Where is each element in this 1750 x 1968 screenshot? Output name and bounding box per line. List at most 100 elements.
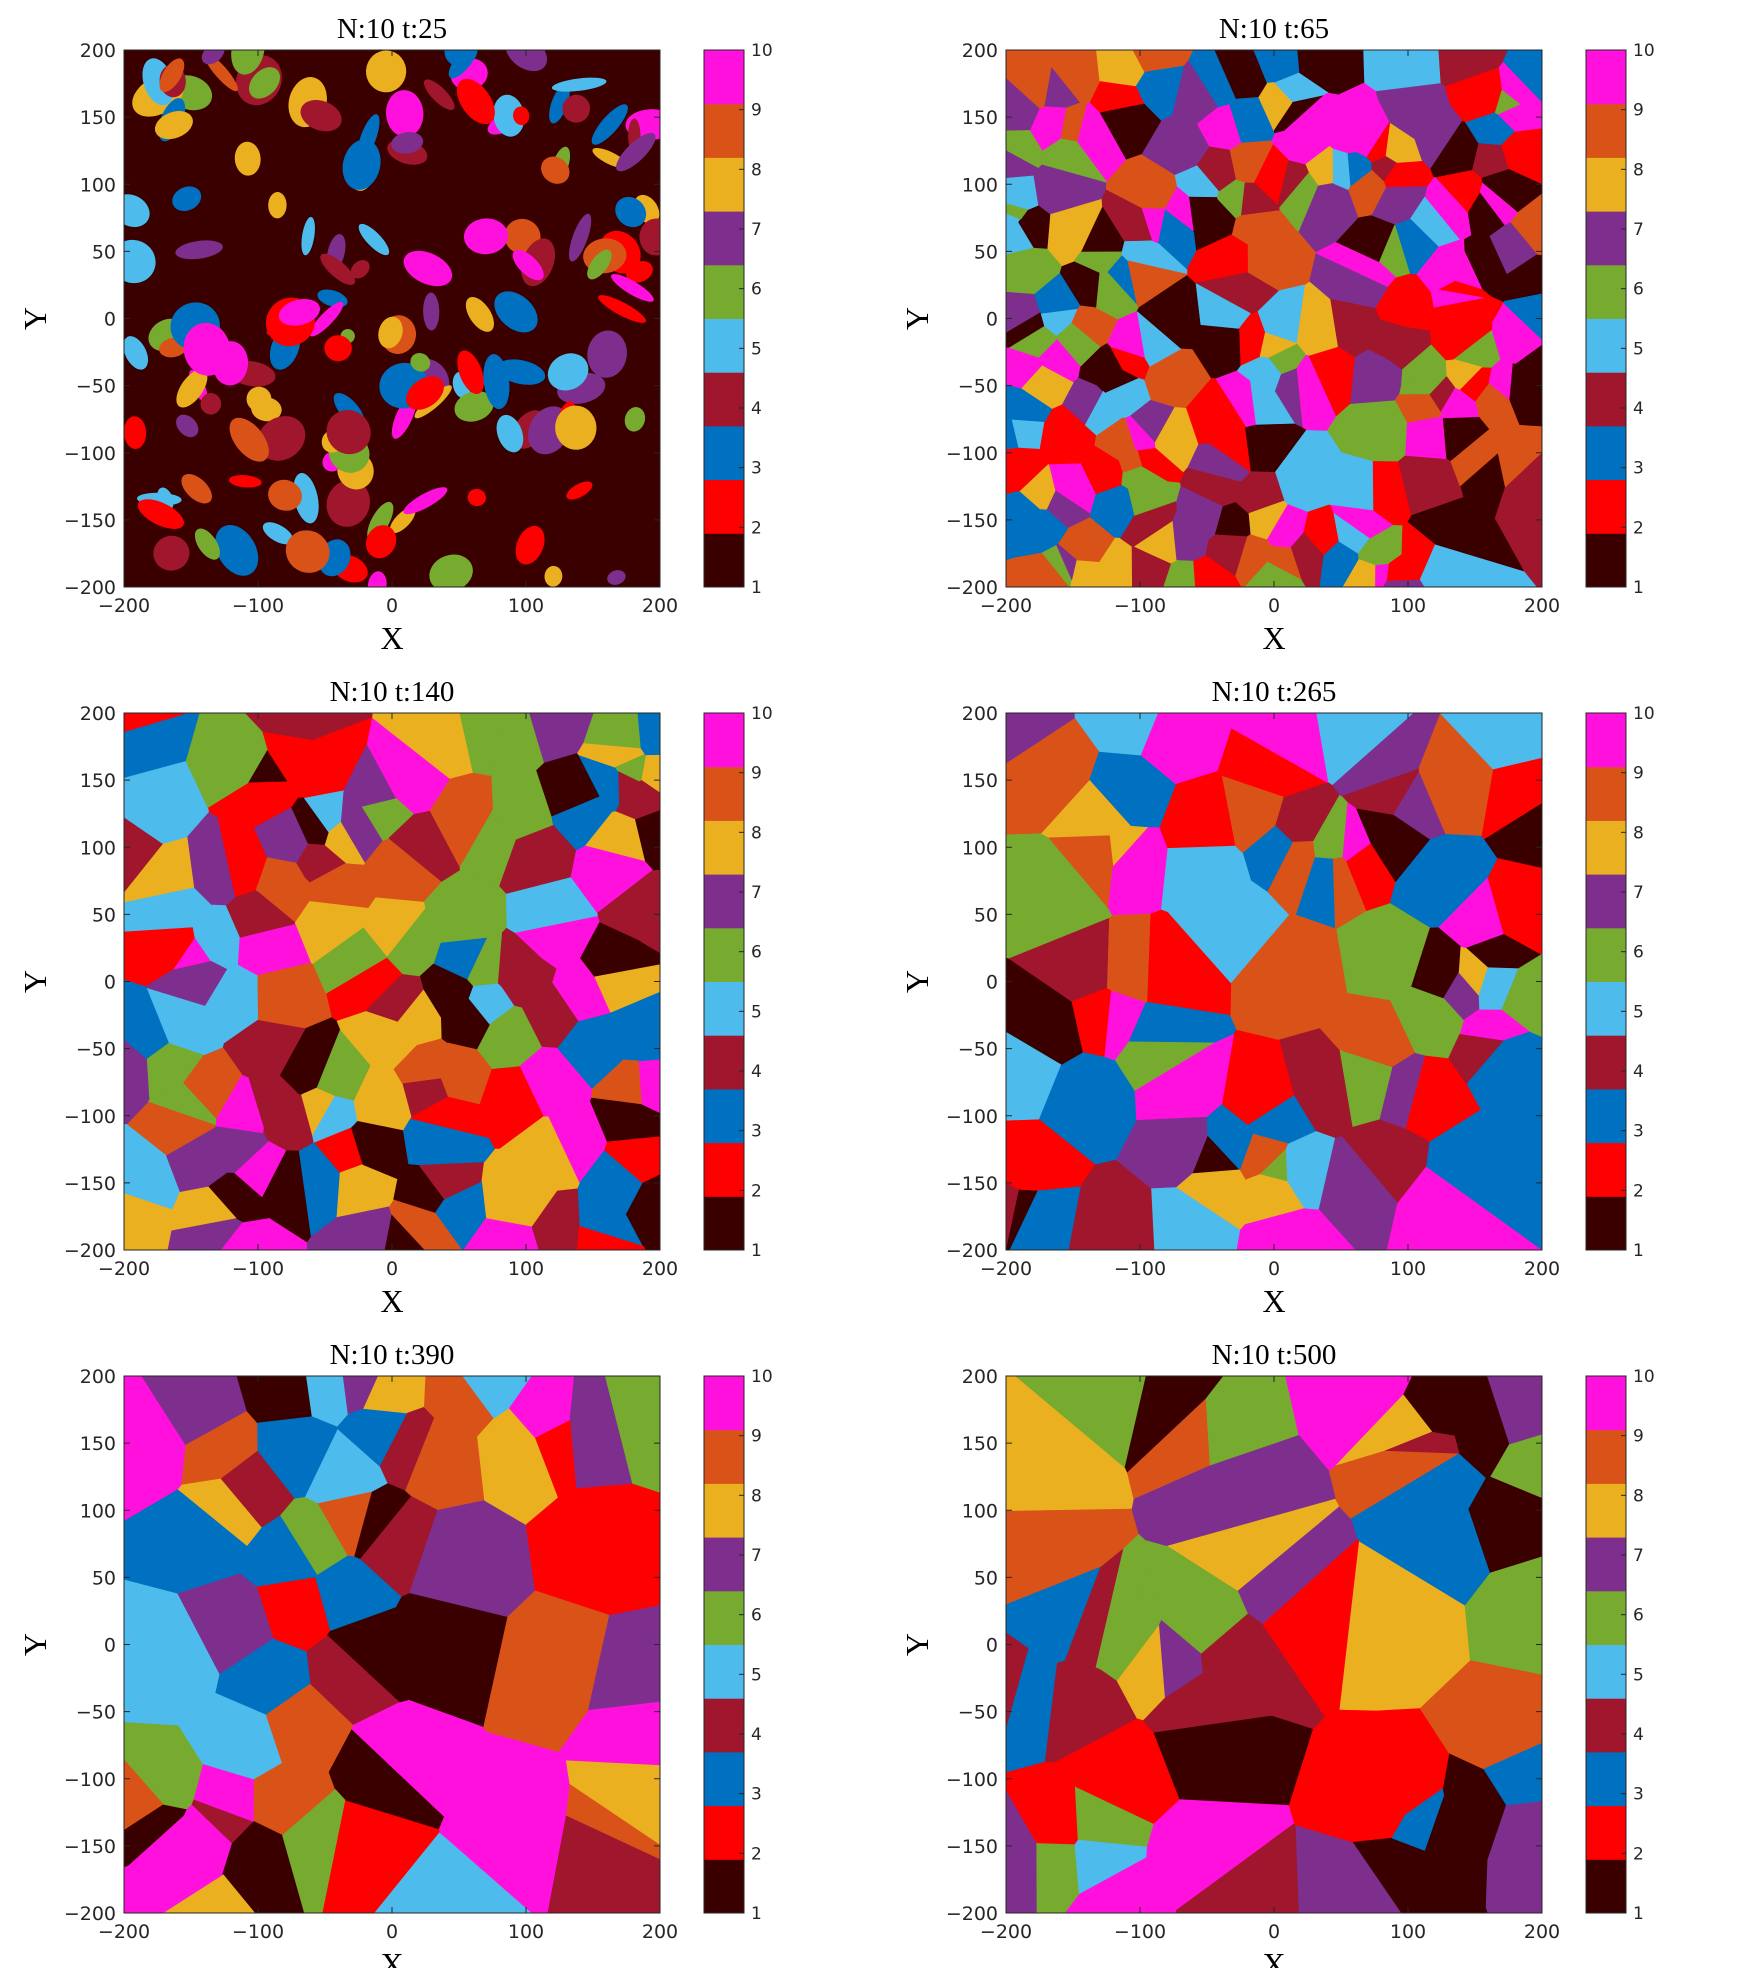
grain: [1006, 203, 1029, 220]
colorbar-segment: [1586, 713, 1626, 768]
y-tick-label: −50: [76, 1039, 116, 1061]
grain: [607, 570, 626, 585]
colorbar-segment: [704, 264, 744, 319]
y-tick-label: 0: [104, 309, 116, 331]
grain: [144, 960, 228, 1006]
colorbar-tick-label: 4: [1633, 1725, 1644, 1745]
grain: [496, 359, 546, 385]
grain: [1006, 713, 1075, 764]
x-axis-label: X: [1262, 1946, 1285, 1968]
grain: [448, 50, 478, 79]
grain: [562, 94, 591, 123]
colorbar-segment: [704, 318, 744, 373]
grain: [1221, 775, 1284, 854]
colorbar-tick-label: 7: [1633, 220, 1644, 240]
grain: [324, 335, 352, 362]
grain: [1006, 50, 1052, 109]
colorbar-tick-label: 1: [751, 1241, 762, 1261]
grain: [228, 475, 262, 488]
grain: [385, 90, 424, 137]
grain: [519, 1046, 593, 1117]
colorbar-segment: [1586, 1483, 1626, 1538]
panel-title: N:10 t:65: [1219, 13, 1329, 45]
grain: [239, 1515, 318, 1588]
y-tick-label: 100: [80, 174, 116, 196]
grain: [1313, 794, 1349, 859]
panel-title: N:10 t:500: [1212, 1339, 1337, 1371]
grain: [536, 753, 600, 817]
colorbar-segment: [1586, 1376, 1626, 1431]
grain: [350, 260, 370, 279]
x-axis-label: X: [1262, 1283, 1285, 1319]
grain: [1402, 1376, 1475, 1436]
colorbar-segment: [1586, 981, 1626, 1036]
grain: [615, 196, 647, 228]
grain: [1481, 757, 1542, 840]
grain: [1258, 82, 1293, 131]
colorbar-segment: [1586, 533, 1626, 588]
y-axis-label: Y: [17, 307, 53, 330]
grain: [182, 1046, 243, 1120]
grain: [200, 393, 222, 415]
colorbar-segment: [704, 211, 744, 266]
y-tick-label: 100: [962, 174, 998, 196]
grain: [483, 354, 510, 410]
grain: [1468, 1476, 1542, 1573]
grain: [1053, 1718, 1180, 1824]
colorbar-box: [703, 49, 745, 588]
y-tick-label: −150: [946, 510, 998, 532]
colorbar-segment: [1586, 211, 1626, 266]
grain: [1089, 751, 1176, 828]
grain: [124, 1759, 164, 1830]
x-tick-label: 200: [1524, 595, 1560, 617]
grain: [124, 194, 150, 228]
grain-map: [124, 1376, 660, 1913]
grain: [215, 525, 259, 576]
grain: [326, 410, 371, 455]
grain: [1186, 234, 1248, 283]
grain: [262, 522, 294, 545]
grain: [1136, 311, 1182, 367]
grain: [1121, 240, 1188, 275]
grain: [234, 141, 261, 176]
colorbar-segment: [1586, 1590, 1626, 1645]
colorbar-segment: [704, 766, 744, 821]
colorbar-segment: [704, 1376, 744, 1431]
colorbar-segment: [1586, 1859, 1626, 1914]
y-tick-label: −100: [946, 1106, 998, 1128]
y-tick-label: 200: [962, 703, 998, 725]
y-tick-label: 200: [962, 40, 998, 62]
y-tick-label: −200: [64, 1903, 116, 1925]
x-tick-label: −100: [232, 595, 284, 617]
colorbar-tick-label: 9: [1633, 1427, 1644, 1447]
panel-title: N:10 t:265: [1212, 676, 1337, 708]
grain: [587, 249, 612, 280]
grain: [477, 1407, 559, 1526]
grain: [640, 869, 660, 954]
grain: [147, 1083, 217, 1126]
grain: [1096, 50, 1145, 87]
y-tick-label: 200: [80, 40, 116, 62]
y-tick-label: 50: [92, 904, 116, 926]
y-axis-label: Y: [17, 970, 53, 993]
grain: [340, 791, 383, 863]
grain: [170, 1186, 237, 1231]
colorbar-segment: [1586, 1537, 1626, 1592]
colorbar-tick-label: 6: [751, 280, 762, 300]
y-tick-label: 150: [80, 1433, 116, 1455]
colorbar-segment: [704, 157, 744, 212]
y-tick-label: 0: [104, 972, 116, 994]
colorbar-tick-label: 5: [751, 1665, 762, 1685]
panel-5: N:10 t:390 −200 −100 0 100 200 200 150 100 50 0 −50…: [17, 1339, 773, 1968]
grain: [342, 1376, 378, 1415]
grain: [1438, 50, 1509, 87]
grain-map: [124, 713, 660, 1250]
grain: [291, 797, 329, 845]
grain: [1131, 546, 1172, 587]
grain: [1346, 843, 1396, 911]
grain: [153, 535, 190, 571]
grain: [423, 79, 455, 111]
grain: [1118, 449, 1143, 473]
grain: [1039, 1051, 1137, 1165]
colorbar-tick-label: 5: [1633, 1665, 1644, 1685]
